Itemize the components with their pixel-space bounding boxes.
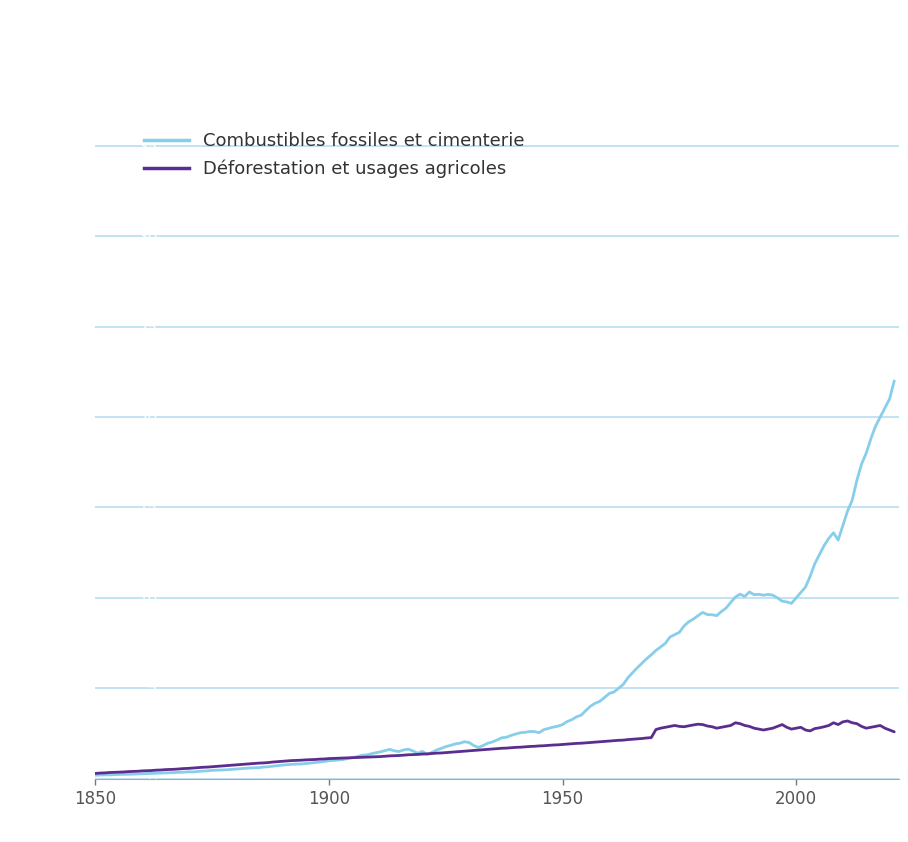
Legend: Combustibles fossiles et cimenterie, Déforestation et usages agricoles: Combustibles fossiles et cimenterie, Déf…	[136, 125, 532, 185]
Text: retronews.fr: retronews.fr	[796, 809, 881, 823]
Text: Émissions (milliards de tonnes de CO₂ par année): Émissions (milliards de tonnes de CO₂ pa…	[27, 45, 569, 67]
Text: Source : Global Carbon Project: Source : Global Carbon Project	[27, 809, 240, 823]
